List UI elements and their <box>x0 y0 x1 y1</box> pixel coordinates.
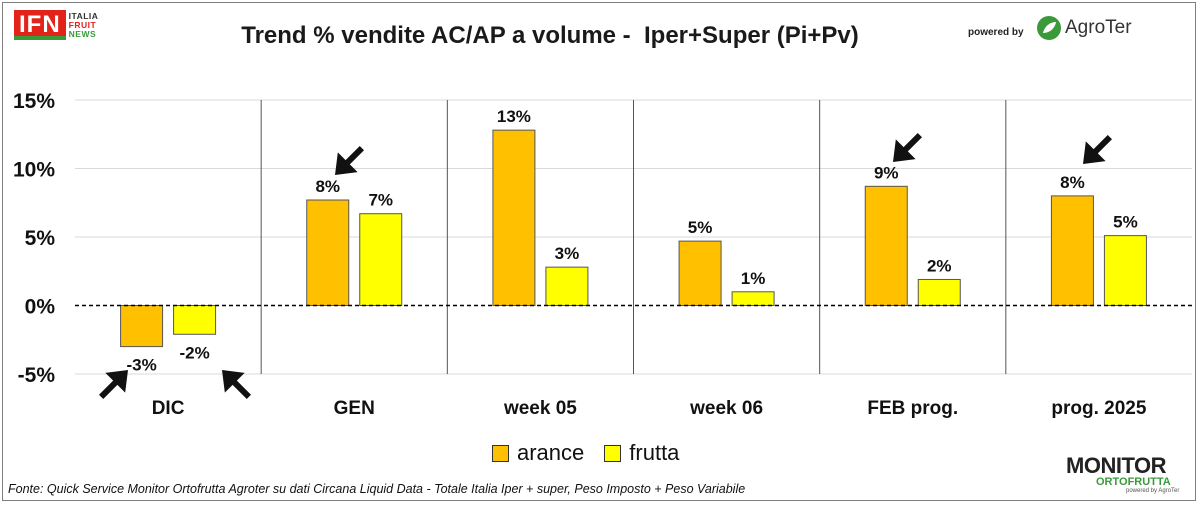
data-label-arance: 8% <box>1060 173 1085 192</box>
x-category-label: FEB prog. <box>867 398 958 419</box>
monitor-ortofrutta-logo: MONITOR ORTOFRUTTA powered by AgroTer <box>1066 453 1192 495</box>
ifn-logo-line: ITALIA <box>68 10 99 21</box>
data-label-frutta: 1% <box>741 269 766 288</box>
y-tick-label: 0% <box>25 296 56 319</box>
x-category-label: DIC <box>152 398 185 419</box>
x-category-label: week 06 <box>689 398 763 419</box>
bar-frutta <box>731 291 775 306</box>
data-label-arance: 8% <box>315 177 340 196</box>
arrow-icon <box>222 370 251 399</box>
x-category-label: prog. 2025 <box>1051 398 1146 419</box>
data-label-arance: -3% <box>126 356 156 375</box>
ifn-logo-text: ITALIA FRUIT NEWS <box>68 10 99 39</box>
ifn-logo-mark: IFN <box>14 10 66 40</box>
monitor-logo-line2: ORTOFRUTTA <box>1096 476 1171 488</box>
ifn-logo-line: FRUIT <box>68 19 97 30</box>
x-category-label: week 05 <box>503 398 577 419</box>
arrow-icon <box>99 370 128 399</box>
source-footnote: Fonte: Quick Service Monitor Ortofrutta … <box>8 482 746 496</box>
data-label-frutta: 2% <box>927 256 952 275</box>
data-label-arance: 5% <box>688 218 713 237</box>
legend: arance frutta <box>492 440 699 466</box>
bar-arance <box>678 240 722 306</box>
bar-frutta <box>1103 235 1147 307</box>
data-label-arance: 13% <box>497 107 531 126</box>
legend-swatch-arance <box>492 444 509 462</box>
y-tick-label: -5% <box>18 364 56 387</box>
powered-by-label: powered by <box>968 27 1024 38</box>
data-label-arance: 9% <box>874 163 899 182</box>
legend-swatch-frutta <box>604 444 622 462</box>
arrow-icon <box>335 146 364 175</box>
legend-item-frutta: frutta <box>604 440 679 466</box>
monitor-logo-line1: MONITOR <box>1066 453 1166 478</box>
legend-label-frutta: frutta <box>629 440 680 465</box>
legend-label-arance: arance <box>517 440 585 465</box>
chart-title: Trend % vendite AC/AP a volume - Iper+Su… <box>241 22 859 49</box>
y-tick-label: 15% <box>13 90 55 113</box>
arrow-icon <box>893 133 922 162</box>
leaf-icon <box>1037 16 1061 40</box>
arrow-icon <box>1083 135 1112 164</box>
bar-arance <box>864 185 908 306</box>
y-tick-label: 5% <box>25 227 56 250</box>
bar-frutta <box>545 266 589 307</box>
agroter-logo: AgroTer <box>1036 15 1132 41</box>
agroter-name: AgroTer <box>1065 17 1132 38</box>
bar-arance <box>1050 195 1094 306</box>
monitor-logo-line3: powered by AgroTer <box>1126 488 1180 494</box>
legend-item-arance: arance <box>492 440 584 466</box>
ifn-logo: IFN ITALIA FRUIT NEWS <box>14 10 98 40</box>
x-category-label: GEN <box>334 398 375 419</box>
ifn-logo-line: NEWS <box>68 28 97 39</box>
bar-arance <box>306 199 350 306</box>
bar-frutta <box>359 213 403 307</box>
bar-frutta <box>173 305 217 335</box>
data-label-frutta: 5% <box>1113 213 1138 232</box>
data-label-frutta: -2% <box>179 343 209 362</box>
bar-frutta <box>917 278 961 307</box>
data-label-frutta: 3% <box>555 244 580 263</box>
data-label-frutta: 7% <box>368 191 393 210</box>
bar-arance <box>120 305 164 348</box>
bar-arance <box>492 129 536 306</box>
y-tick-label: 10% <box>13 159 55 182</box>
